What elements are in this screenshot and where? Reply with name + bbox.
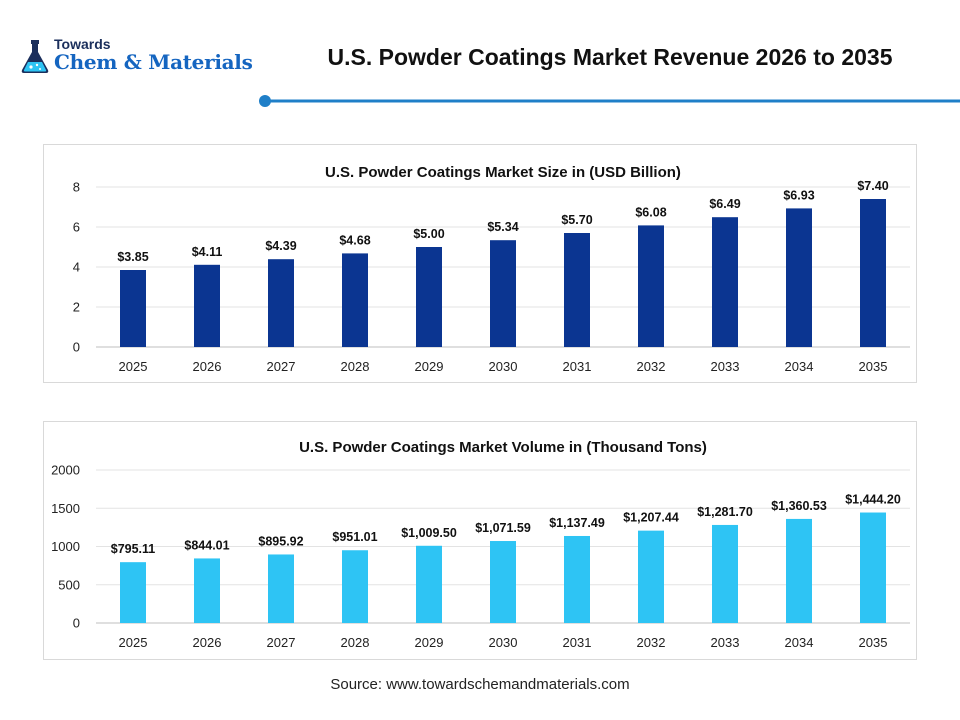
market-size-bar — [120, 270, 146, 347]
market-volume-x-tick-label: 2026 — [193, 635, 222, 650]
flask-logo-icon — [21, 40, 49, 73]
market-size-x-tick-label: 2026 — [193, 359, 222, 374]
market-size-y-tick-label: 6 — [73, 220, 80, 235]
market-volume-data-label: $1,444.20 — [845, 493, 901, 507]
market-volume-x-tick-label: 2033 — [711, 635, 740, 650]
market-size-x-tick-label: 2033 — [711, 359, 740, 374]
market-volume-x-tick-label: 2030 — [489, 635, 518, 650]
market-volume-bar — [342, 550, 368, 623]
market-volume-bar-chart: U.S. Powder Coatings Market Volume in (T… — [51, 439, 910, 650]
market-volume-x-tick-label: 2029 — [415, 635, 444, 650]
market-size-bar — [860, 199, 886, 347]
market-volume-data-label: $1,137.49 — [549, 516, 605, 530]
market-volume-data-label: $1,009.50 — [401, 526, 457, 540]
market-size-data-label: $5.70 — [561, 213, 592, 227]
market-size-data-label: $6.49 — [709, 197, 740, 211]
market-size-chart-panel: U.S. Powder Coatings Market Size in (USD… — [43, 144, 917, 383]
market-size-chart-title: U.S. Powder Coatings Market Size in (USD… — [325, 164, 681, 181]
market-volume-data-label: $951.01 — [332, 530, 377, 544]
market-volume-x-tick-label: 2031 — [563, 635, 592, 650]
market-size-bar — [416, 247, 442, 347]
market-size-bar — [342, 253, 368, 347]
brand-logo[interactable]: Towards Chem & Materials — [14, 34, 264, 78]
market-volume-y-tick-label: 1500 — [51, 501, 80, 516]
market-volume-chart-title: U.S. Powder Coatings Market Volume in (T… — [299, 439, 707, 456]
market-volume-bar — [194, 558, 220, 623]
market-volume-bar — [638, 530, 664, 623]
logo-text-towards: Towards — [54, 36, 111, 52]
market-size-bar-chart: U.S. Powder Coatings Market Size in (USD… — [73, 164, 910, 374]
market-volume-data-label: $1,360.53 — [771, 499, 827, 513]
market-size-bar — [268, 259, 294, 347]
market-size-x-tick-label: 2029 — [415, 359, 444, 374]
market-size-y-tick-label: 8 — [73, 180, 80, 195]
market-volume-bar — [490, 541, 516, 623]
market-size-data-label: $4.11 — [192, 245, 223, 259]
market-volume-data-label: $795.11 — [111, 542, 156, 556]
market-size-x-tick-label: 2032 — [637, 359, 666, 374]
market-volume-data-label: $1,207.44 — [623, 511, 679, 525]
source-note: Source: www.towardschemandmaterials.com — [330, 676, 630, 693]
market-volume-data-label: $844.01 — [184, 538, 229, 552]
market-size-bar — [194, 264, 220, 347]
market-volume-x-tick-label: 2032 — [637, 635, 666, 650]
market-size-bar — [712, 217, 738, 347]
logo-text-brand: Chem & Materials — [54, 50, 253, 74]
market-size-x-tick-label: 2027 — [267, 359, 296, 374]
market-volume-bar — [860, 512, 886, 623]
market-size-data-label: $5.00 — [413, 227, 444, 241]
market-volume-bar — [268, 554, 294, 623]
market-volume-bar — [786, 518, 812, 623]
market-size-data-label: $5.34 — [487, 220, 518, 234]
market-size-bar — [786, 208, 812, 347]
market-size-data-label: $4.68 — [339, 233, 370, 247]
market-size-y-tick-label: 2 — [73, 300, 80, 315]
market-size-data-label: $6.08 — [635, 205, 666, 219]
market-volume-x-tick-label: 2035 — [859, 635, 888, 650]
market-volume-data-label: $895.92 — [258, 534, 303, 548]
page-title: U.S. Powder Coatings Market Revenue 2026… — [327, 44, 893, 70]
market-volume-y-tick-label: 0 — [73, 616, 80, 631]
market-size-data-label: $7.40 — [857, 179, 888, 193]
market-volume-y-tick-label: 500 — [58, 577, 80, 592]
header: Towards Chem & Materials U.S. Powder Coa… — [0, 0, 960, 110]
market-size-x-tick-label: 2025 — [119, 359, 148, 374]
market-size-data-label: $6.93 — [783, 188, 814, 202]
market-volume-x-tick-label: 2034 — [785, 635, 814, 650]
market-size-x-tick-label: 2031 — [563, 359, 592, 374]
market-volume-bar — [416, 545, 442, 623]
market-volume-data-label: $1,281.70 — [697, 505, 753, 519]
market-volume-bar — [564, 535, 590, 623]
market-size-bar — [564, 233, 590, 347]
market-size-bar — [490, 240, 516, 347]
market-volume-x-tick-label: 2027 — [267, 635, 296, 650]
market-size-data-label: $4.39 — [265, 239, 296, 253]
market-volume-x-tick-label: 2028 — [341, 635, 370, 650]
market-volume-y-tick-label: 2000 — [51, 463, 80, 478]
market-volume-y-tick-label: 1000 — [51, 539, 80, 554]
market-size-y-tick-label: 0 — [73, 340, 80, 355]
market-volume-x-tick-label: 2025 — [119, 635, 148, 650]
market-volume-bar — [712, 524, 738, 623]
market-size-y-tick-label: 4 — [73, 260, 80, 275]
title-underline — [259, 95, 960, 107]
market-size-x-tick-label: 2028 — [341, 359, 370, 374]
market-volume-bar — [120, 562, 146, 623]
market-size-x-tick-label: 2030 — [489, 359, 518, 374]
market-volume-data-label: $1,071.59 — [475, 521, 531, 535]
market-volume-chart-panel: U.S. Powder Coatings Market Volume in (T… — [43, 421, 917, 660]
market-size-x-tick-label: 2035 — [859, 359, 888, 374]
market-size-data-label: $3.85 — [117, 250, 148, 264]
market-size-bar — [638, 225, 664, 347]
market-size-x-tick-label: 2034 — [785, 359, 814, 374]
